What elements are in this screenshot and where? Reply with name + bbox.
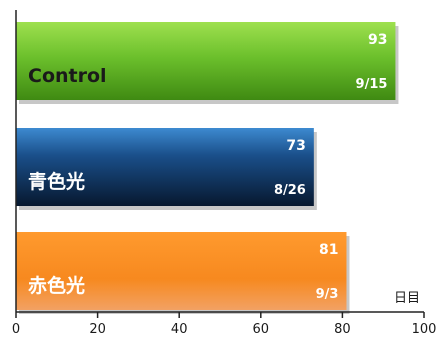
category-label-red-light: 赤色光 [28,274,85,297]
date-label-control: 9/15 [356,77,388,92]
x-tick-label-60: 60 [253,322,270,337]
labels-layer: 93 9/15 Control 73 8/26 青色光 81 9/3 赤色光 [28,32,387,302]
x-tick-label-0: 0 [12,322,20,337]
x-tick-label-20: 20 [89,322,106,337]
x-tick-label-80: 80 [334,322,351,337]
date-label-blue-light: 8/26 [274,183,306,198]
x-axis-label: 日目 [394,291,420,306]
bar-red-light [16,232,347,310]
value-label-control: 93 [368,32,387,48]
bar-blue-light [16,128,314,206]
category-label-blue-light: 青色光 [28,170,85,193]
value-label-blue-light: 73 [286,138,305,154]
category-label-control: Control [28,65,107,87]
bar-control [16,22,396,100]
x-ticks: 0 20 40 60 80 100 [12,312,437,337]
bars-layer [16,22,399,314]
value-label-red-light: 81 [319,242,338,258]
x-tick-label-40: 40 [171,322,188,337]
x-tick-label-100: 100 [412,322,437,337]
date-label-red-light: 9/3 [316,287,339,302]
